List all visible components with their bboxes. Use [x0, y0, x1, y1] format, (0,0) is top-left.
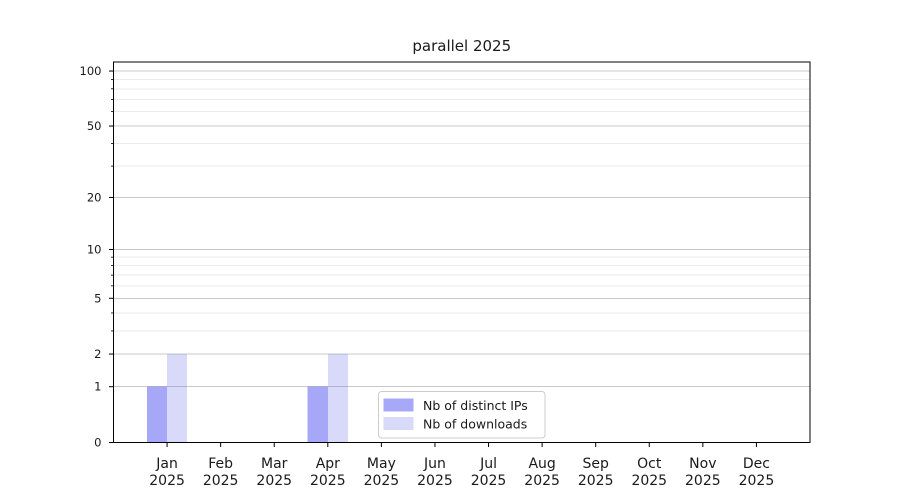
x-tick-label-year: 2025	[203, 473, 239, 489]
x-tick-label-year: 2025	[417, 473, 453, 489]
bar-nb-of-distinct-ips-apr	[307, 386, 328, 443]
y-tick-label: 0	[94, 436, 101, 450]
x-tick-label-month: May	[367, 456, 396, 472]
x-tick-label-month: Apr	[316, 456, 340, 472]
x-tick-label-year: 2025	[310, 473, 346, 489]
x-tick-label-year: 2025	[524, 473, 560, 489]
legend-swatch-nb-of-downloads	[383, 417, 414, 430]
x-tick-label-month: Nov	[689, 456, 716, 472]
x-tick-label-month: Jun	[423, 456, 446, 472]
legend-label: Nb of distinct IPs	[423, 398, 528, 413]
x-tick-label-year: 2025	[471, 473, 507, 489]
x-tick-label-year: 2025	[631, 473, 667, 489]
y-tick-label: 10	[87, 242, 102, 256]
y-tick-label: 5	[94, 291, 101, 305]
legend-box	[378, 391, 546, 439]
y-grid-major	[113, 70, 810, 388]
x-tick-label-month: Feb	[208, 456, 233, 472]
x-tick-label-year: 2025	[149, 473, 185, 489]
bar-nb-of-distinct-ips-jan	[146, 386, 168, 443]
tick-labels: 0125102050100Jan2025Feb2025Mar2025Apr202…	[80, 64, 775, 489]
x-tick-label-year: 2025	[578, 473, 614, 489]
x-tick-label-year: 2025	[739, 473, 775, 489]
legend-swatch-nb-of-distinct-ips	[383, 398, 414, 412]
x-tick-label-month: Jan	[155, 456, 178, 472]
y-tick-label: 20	[87, 190, 102, 204]
chart-title: parallel 2025	[412, 37, 511, 55]
x-tick-label-month: Mar	[261, 456, 288, 472]
x-tick-label-month: Dec	[743, 456, 770, 472]
axis-ticks	[109, 70, 757, 447]
y-tick-label: 2	[94, 347, 101, 361]
y-tick-label: 1	[94, 380, 101, 394]
legend: Nb of distinct IPs Nb of downloads	[378, 391, 546, 439]
x-tick-label-year: 2025	[364, 473, 400, 489]
x-tick-label-month: Sep	[582, 456, 609, 472]
legend-label: Nb of downloads	[423, 417, 527, 432]
x-tick-label-month: Aug	[528, 456, 555, 472]
x-tick-label-month: Oct	[637, 456, 662, 472]
bars-group	[146, 354, 348, 443]
x-tick-label-year: 2025	[256, 473, 292, 489]
bar-nb-of-downloads-apr	[327, 354, 348, 443]
y-tick-label: 100	[80, 64, 102, 78]
y-tick-label: 50	[87, 119, 102, 133]
x-tick-label-month: Jul	[479, 456, 497, 472]
plot-border	[112, 61, 811, 444]
y-grid-minor	[113, 78, 810, 332]
bar-nb-of-downloads-jan	[167, 354, 188, 443]
x-tick-label-year: 2025	[685, 473, 721, 489]
